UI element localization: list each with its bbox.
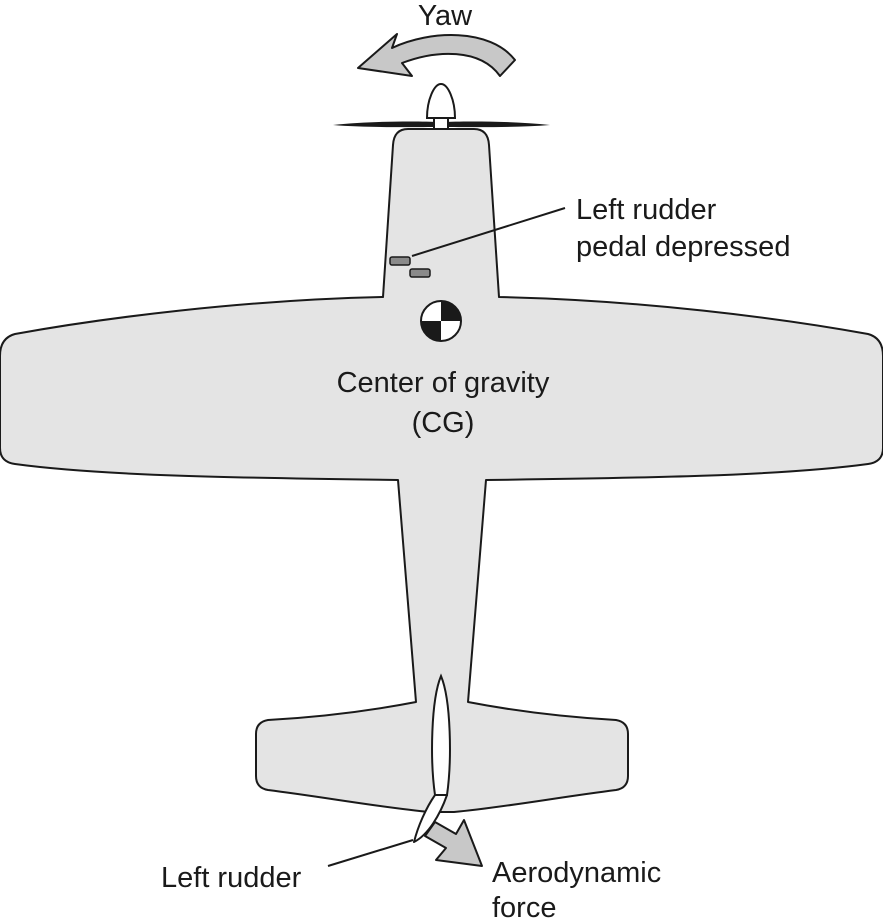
cg-label-line1: Center of gravity <box>337 367 550 399</box>
yaw-label: Yaw <box>418 0 473 32</box>
left-rudder-label: Left rudder <box>161 862 302 894</box>
left-rudder-pedal <box>389 256 411 266</box>
force-label-line1: Aerodynamic <box>492 857 661 889</box>
force-label-line2: force <box>492 892 556 923</box>
propeller-hub <box>433 117 449 130</box>
spinner <box>425 82 457 119</box>
propeller <box>333 82 550 130</box>
rudder-leader-line <box>327 839 414 867</box>
cg-symbol <box>420 300 462 342</box>
aerodynamic-force-arrow <box>424 819 483 867</box>
right-rudder-pedal <box>409 268 431 278</box>
yaw-arrow <box>357 33 516 77</box>
pedal-leader-line <box>411 207 566 257</box>
cg-label-line2: (CG) <box>412 407 475 439</box>
pedal-label-line2: pedal depressed <box>576 231 790 263</box>
pedal-label-line1: Left rudder <box>576 194 717 226</box>
deflected-rudder <box>413 794 448 843</box>
